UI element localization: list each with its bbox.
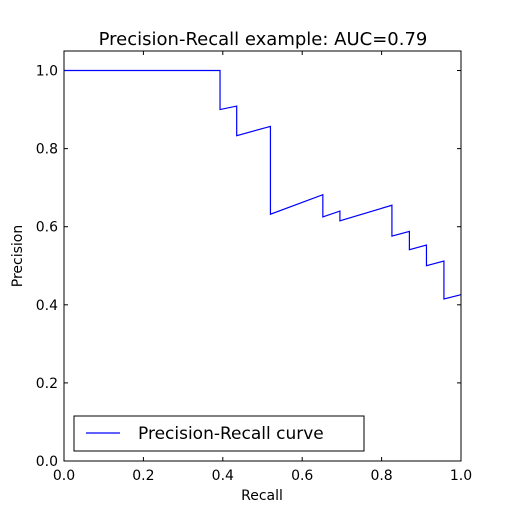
tick-labels: 0.0 0.2 0.4 0.6 0.8 1.0 0.0 0.2 0.4 0.6 0.8 1.0 — [36, 64, 472, 484]
x-tick-label: 0.2 — [132, 468, 154, 484]
chart-title: Precision-Recall example: AUC=0.79 — [99, 29, 428, 50]
legend: Precision-Recall curve — [73, 415, 365, 452]
y-tick-label: 0.6 — [36, 220, 58, 236]
y-tick-label: 0.4 — [36, 298, 58, 314]
y-tick-label: 0.8 — [36, 142, 58, 158]
legend-label: Precision-Recall curve — [138, 424, 324, 444]
legend-box — [73, 415, 365, 452]
y-tick-label: 0.0 — [36, 454, 58, 470]
plot-area — [64, 51, 461, 461]
x-tick-label: 0.8 — [370, 468, 392, 484]
x-tick-label: 1.0 — [450, 468, 472, 484]
x-tick-label: 0.6 — [291, 468, 313, 484]
x-tick-label: 0.4 — [212, 468, 234, 484]
y-tick-label: 0.2 — [36, 376, 58, 392]
series-line-precision-recall-curve — [64, 69, 462, 300]
x-tick-label: 0.0 — [53, 468, 75, 484]
y-axis-label: Precision — [10, 225, 26, 287]
y-tick-label: 1.0 — [36, 64, 58, 80]
plot-frame — [63, 50, 462, 462]
x-axis-label: Recall — [241, 488, 283, 504]
